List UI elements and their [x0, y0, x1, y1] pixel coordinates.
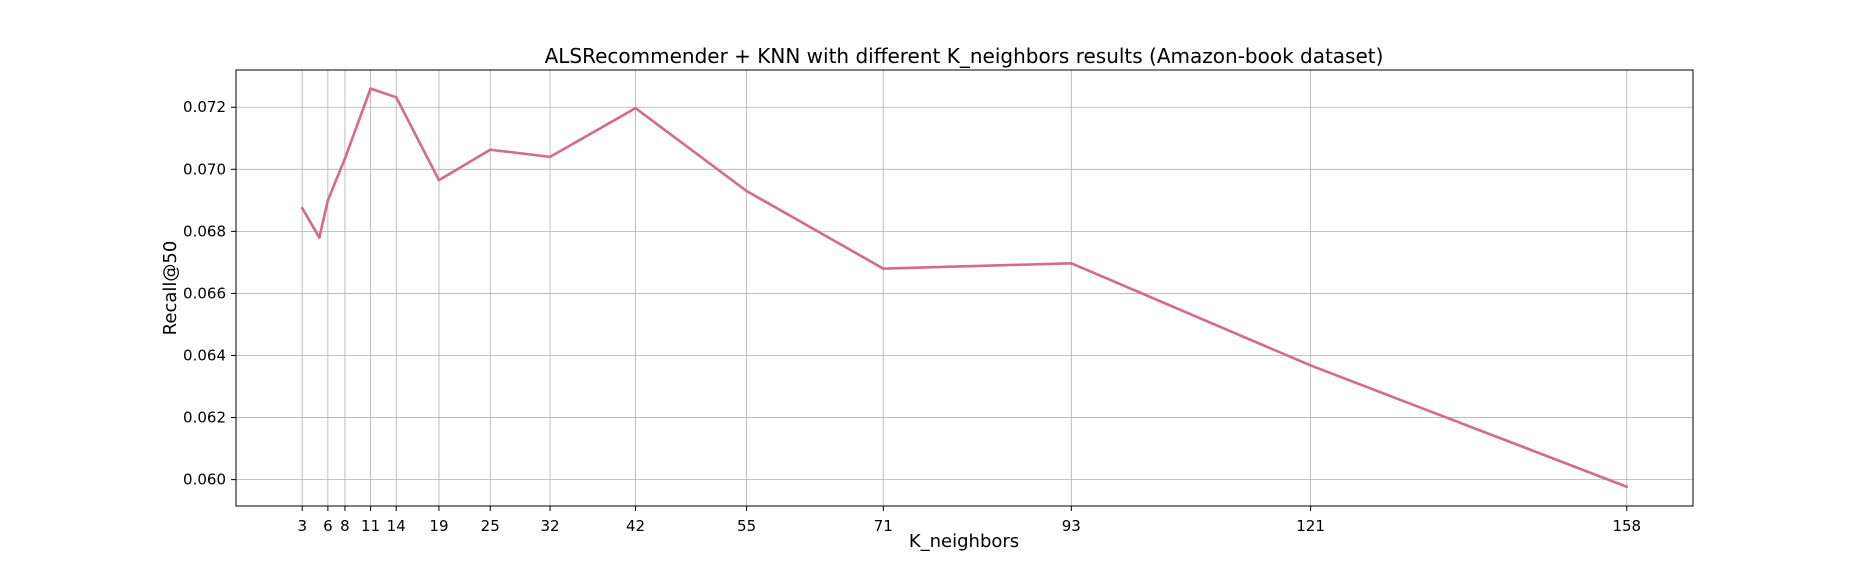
x-tick-label: 14 [387, 517, 406, 535]
x-tick-label: 8 [340, 517, 350, 535]
data-point [1625, 485, 1629, 489]
y-tick-label: 0.064 [183, 346, 226, 364]
data-point [326, 199, 330, 202]
data-point [882, 267, 885, 270]
x-tick-label: 32 [540, 517, 559, 535]
data-point [1309, 364, 1312, 367]
series-group [300, 87, 1629, 489]
data-point [437, 178, 441, 182]
data-point [318, 236, 321, 239]
x-tick-label: 93 [1062, 517, 1081, 535]
data-point [548, 155, 552, 159]
data-point [488, 148, 492, 152]
chart-title: ALSRecommender + KNN with different K_ne… [545, 44, 1384, 68]
data-point [369, 87, 372, 90]
x-tick-label: 19 [429, 517, 448, 535]
x-tick-label: 158 [1612, 517, 1641, 535]
ticks: 3 6 8 11 14 19 25 32 42 55 71 93 121 158 0.060 0.062 0.0… [183, 98, 1641, 535]
data-point [634, 106, 637, 110]
data-point [300, 206, 304, 210]
y-tick-label: 0.068 [183, 222, 226, 240]
y-axis-label: Recall@50 [160, 241, 181, 336]
x-tick-label: 71 [874, 517, 893, 535]
x-tick-label: 6 [323, 517, 333, 535]
y-tick-label: 0.070 [183, 160, 226, 178]
x-axis-label: K_neighbors [909, 531, 1019, 552]
x-tick-label: 11 [361, 517, 380, 535]
data-point [745, 189, 748, 193]
y-tick-label: 0.062 [183, 409, 226, 427]
x-tick-label: 121 [1296, 517, 1325, 535]
x-tick-label: 55 [737, 517, 756, 535]
x-tick-label: 42 [626, 517, 645, 535]
y-tick-label: 0.060 [183, 471, 226, 489]
x-tick-label: 3 [297, 517, 307, 535]
y-tick-label: 0.072 [183, 98, 226, 116]
plot-frame [235, 69, 1694, 507]
data-point [343, 157, 347, 160]
y-tick-label: 0.066 [183, 284, 226, 302]
data-point [1070, 262, 1073, 265]
data-point [394, 96, 398, 99]
grid [236, 70, 1693, 506]
series-line [301, 87, 1628, 488]
x-tick-label: 25 [481, 517, 500, 535]
